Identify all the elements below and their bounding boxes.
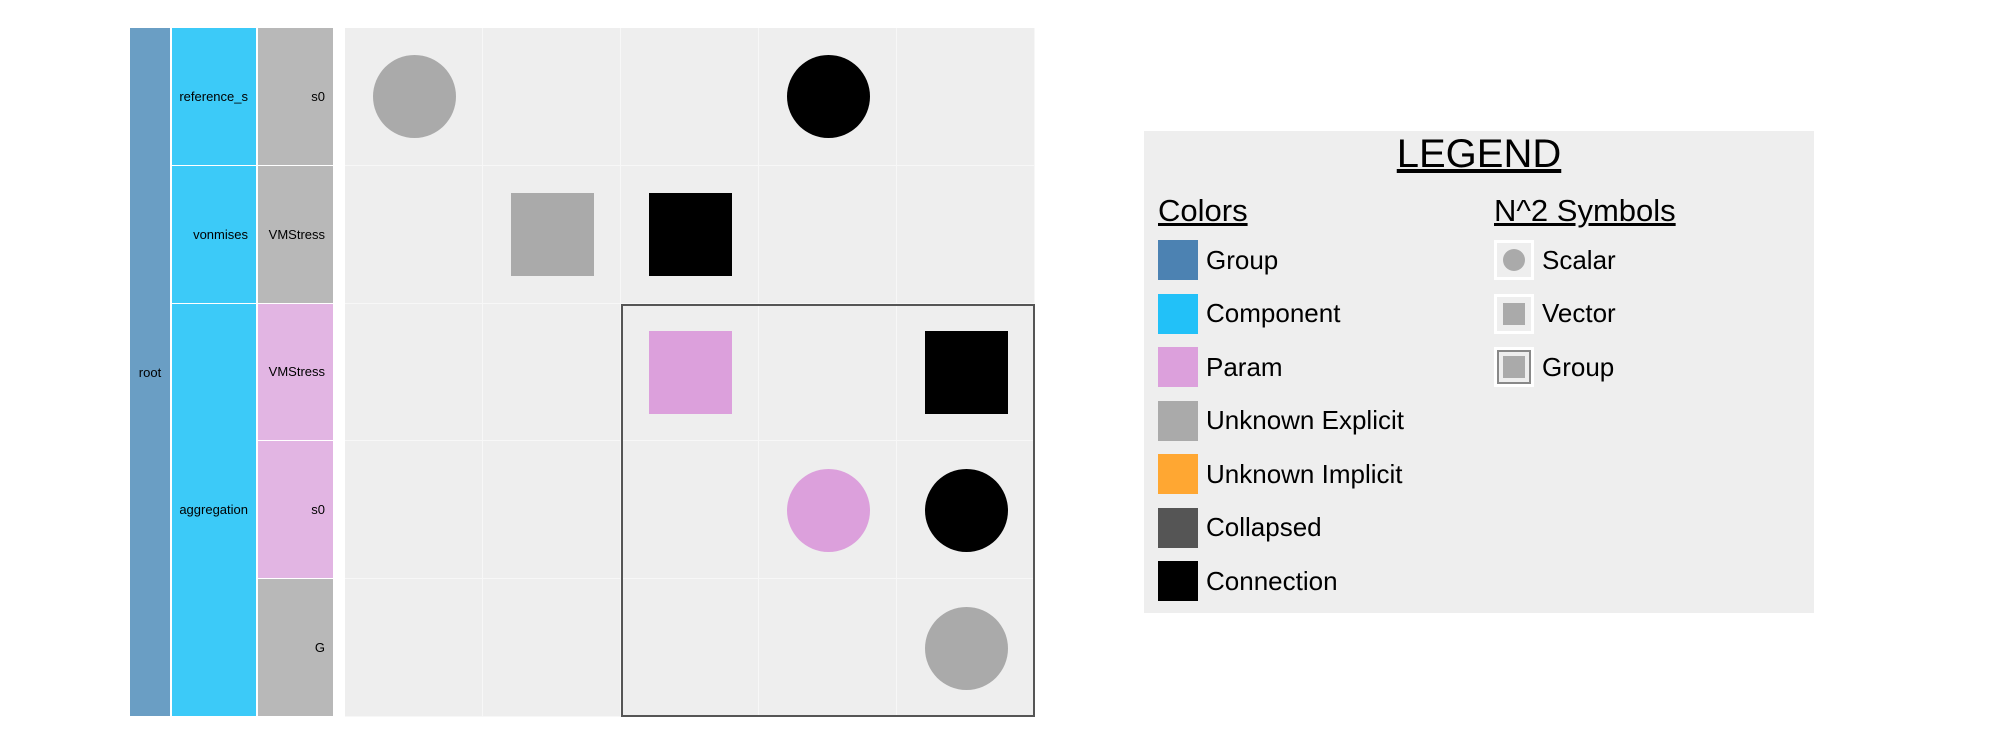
matrix-cell[interactable] [345,165,483,304]
legend-color-group: Group [1158,240,1278,280]
matrix-cell[interactable] [345,28,483,166]
model-tree: root reference_s vonmises aggregation s0 VMSt… [130,28,335,717]
legend-swatch [1158,454,1198,494]
legend: LEGEND Colors N^2 Symbols Group Component… [1144,131,1814,613]
legend-symbol-label: Group [1542,351,1615,382]
matrix-cell[interactable] [759,579,897,717]
matrix-cell[interactable] [621,441,759,580]
tree-variable-vmstress[interactable]: VMStress [258,303,333,442]
matrix-cell[interactable] [759,441,897,580]
tree-root[interactable]: root [130,28,170,717]
matrix-cell[interactable] [621,28,759,166]
matrix-cell[interactable] [345,579,483,717]
tree-root-label: root [138,364,162,380]
legend-color-label: Param [1206,351,1283,382]
legend-color-collapsed: Collapsed [1158,507,1322,548]
legend-color-label: Connection [1206,565,1338,596]
tree-variable-s0[interactable]: s0 [258,28,333,166]
matrix-cell[interactable] [621,165,759,304]
legend-color-connection: Connection [1158,561,1338,601]
n2-vector-r1-c2[interactable] [648,193,732,277]
legend-color-label: Unknown Implicit [1206,458,1403,489]
legend-swatch [1158,347,1198,387]
legend-symbol-label: Scalar [1542,244,1616,275]
legend-color-label: Group [1206,244,1279,275]
tree-variable-s0-label: s0 [311,88,325,104]
matrix-cell[interactable] [759,303,897,442]
matrix-cell[interactable] [621,303,759,442]
legend-color-label: Collapsed [1206,512,1322,542]
matrix-cell[interactable] [621,579,759,717]
tree-variable-vmstress[interactable]: VMStress [258,165,333,304]
tree-component-vonmises[interactable]: vonmises [172,165,256,304]
tree-variable-g-label: G [314,640,325,656]
matrix-cell[interactable] [345,441,483,580]
n2-scalar-r3-c3[interactable] [786,468,870,552]
legend-symbols-title: N^2 Symbols [1494,193,1676,228]
n2-matrix [345,28,1035,717]
legend-symbol-label: Vector [1542,298,1616,328]
matrix-cell[interactable] [897,165,1035,304]
n2-scalar-r0-c3[interactable] [786,55,870,139]
tree-component-reference_s-label: reference_s [179,88,248,104]
tree-variable-vmstress-label: VMStress [268,364,325,380]
vector-symbol-icon [1494,293,1534,334]
legend-color-param: Param [1158,347,1283,387]
tree-variable-s0[interactable]: s0 [258,441,333,580]
tree-component-aggregation[interactable]: aggregation [172,303,256,717]
legend-symbol-scalar: Scalar [1494,240,1616,280]
legend-symbol-vector: Vector [1494,293,1616,334]
group-symbol-icon [1494,347,1534,387]
matrix-cell[interactable] [345,303,483,442]
legend-symbol-group: Group [1494,347,1614,387]
matrix-cell[interactable] [897,28,1035,166]
matrix-cell[interactable] [483,28,621,166]
legend-color-component: Component [1158,293,1341,334]
matrix-cell[interactable] [483,303,621,442]
legend-title: LEGEND [1396,132,1562,176]
tree-component-aggregation-label: aggregation [179,502,248,518]
matrix-cell[interactable] [759,165,897,304]
matrix-cell[interactable] [759,28,897,166]
legend-color-unknown-implicit: Unknown Implicit [1158,454,1403,494]
n2-vector-r2-c2[interactable] [648,331,732,414]
matrix-cell[interactable] [483,165,621,304]
legend-colors-title: Colors [1158,193,1248,228]
tree-variable-vmstress-label: VMStress [268,226,325,242]
matrix-cell[interactable] [483,441,621,580]
legend-swatch [1158,507,1198,548]
legend-swatch [1158,400,1198,441]
n2-vector-r1-c1[interactable] [510,193,594,277]
tree-component-reference_s[interactable]: reference_s [172,28,256,166]
legend-color-label: Unknown Explicit [1206,405,1404,435]
n2-vector-r2-c4[interactable] [924,331,1008,414]
tree-component-vonmises-label: vonmises [193,226,248,242]
legend-color-label: Component [1206,298,1341,328]
legend-swatch [1158,561,1198,601]
legend-swatch [1158,293,1198,334]
n2-scalar-r0-c0[interactable] [372,55,456,139]
n2-scalar-r3-c4[interactable] [924,468,1008,552]
tree-variable-s0-label: s0 [311,502,325,518]
legend-color-unknown-explicit: Unknown Explicit [1158,400,1404,441]
matrix-cell[interactable] [483,579,621,717]
n2-scalar-r4-c4[interactable] [924,606,1008,690]
scalar-symbol-icon [1494,240,1534,280]
legend-swatch [1158,240,1198,280]
tree-variable-g[interactable]: G [258,579,333,717]
